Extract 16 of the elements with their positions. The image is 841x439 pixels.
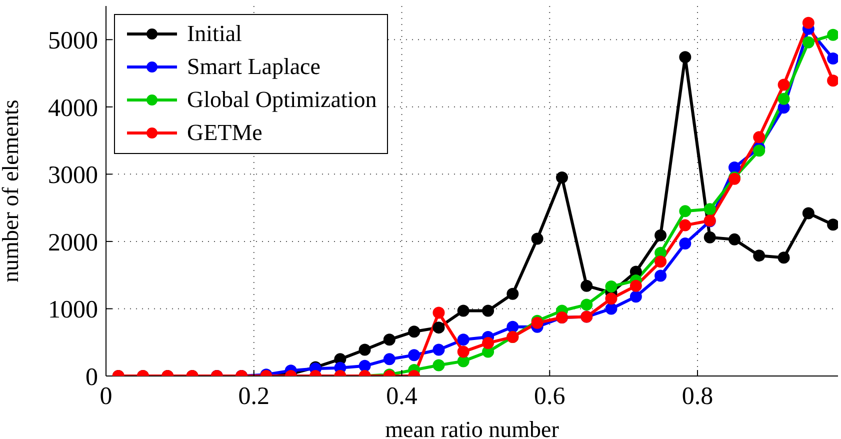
x-tick-label: 0.8 [682, 382, 714, 410]
y-tick-label: 3000 [48, 162, 98, 190]
y-tick-label: 5000 [48, 28, 98, 55]
legend-label: GETMe [187, 119, 262, 147]
x-axis-title: mean ratio number [385, 417, 560, 439]
x-tick-label: 0.2 [238, 382, 270, 410]
y-tick-label: 2000 [48, 229, 98, 256]
y-tick-label: 0 [86, 364, 98, 391]
y-tick-label: 4000 [48, 94, 98, 122]
y-tick-label: 1000 [48, 296, 98, 324]
legend-label: Initial [187, 20, 242, 48]
x-tick-label: 0.6 [534, 382, 566, 410]
legend-label: Global Optimization [187, 86, 377, 114]
x-tick-label: 0.4 [386, 382, 418, 410]
legend-label: Smart Laplace [187, 53, 320, 81]
y-axis-title: number of elements [0, 100, 24, 282]
